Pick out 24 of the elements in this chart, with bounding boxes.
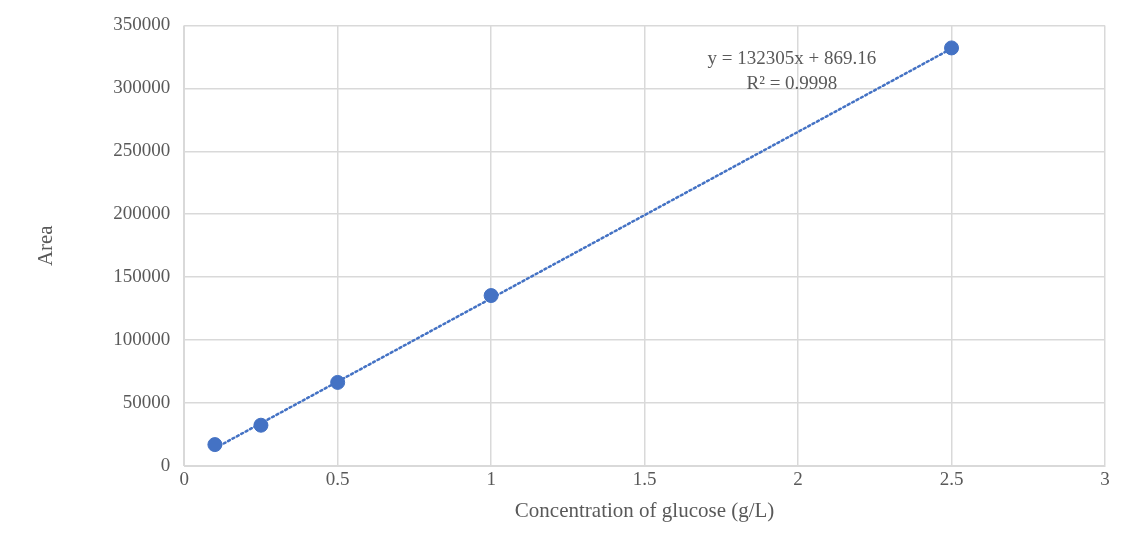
annotation: y = 132305x + 869.16	[707, 47, 877, 69]
y-tick-label: 200000	[113, 202, 171, 224]
y-tick-label: 300000	[113, 76, 171, 98]
x-tick-label: 2.5	[939, 468, 964, 490]
x-axis-title: Concentration of glucose (g/L)	[514, 497, 775, 522]
point	[483, 288, 499, 304]
y-axis-title: Area	[33, 224, 58, 267]
y-tick-label: 150000	[113, 265, 171, 287]
annotation: R² = 0.9998	[746, 72, 838, 94]
point	[944, 40, 960, 56]
point	[253, 417, 269, 433]
y-tick-label: 50000	[122, 391, 171, 413]
x-tick-label: 0.5	[325, 468, 350, 490]
y-tick-label: 250000	[113, 139, 171, 161]
x-tick-label: 0	[179, 468, 189, 490]
x-tick-label: 3	[1100, 468, 1110, 490]
point	[207, 437, 223, 453]
x-tick-label: 2	[793, 468, 803, 490]
point	[330, 374, 346, 390]
y-tick-label: 100000	[113, 328, 171, 350]
y-tick-label: 0	[160, 453, 171, 475]
x-tick-label: 1.5	[632, 468, 657, 490]
y-tick-label: 350000	[113, 13, 171, 35]
x-tick-label: 1	[486, 468, 496, 490]
